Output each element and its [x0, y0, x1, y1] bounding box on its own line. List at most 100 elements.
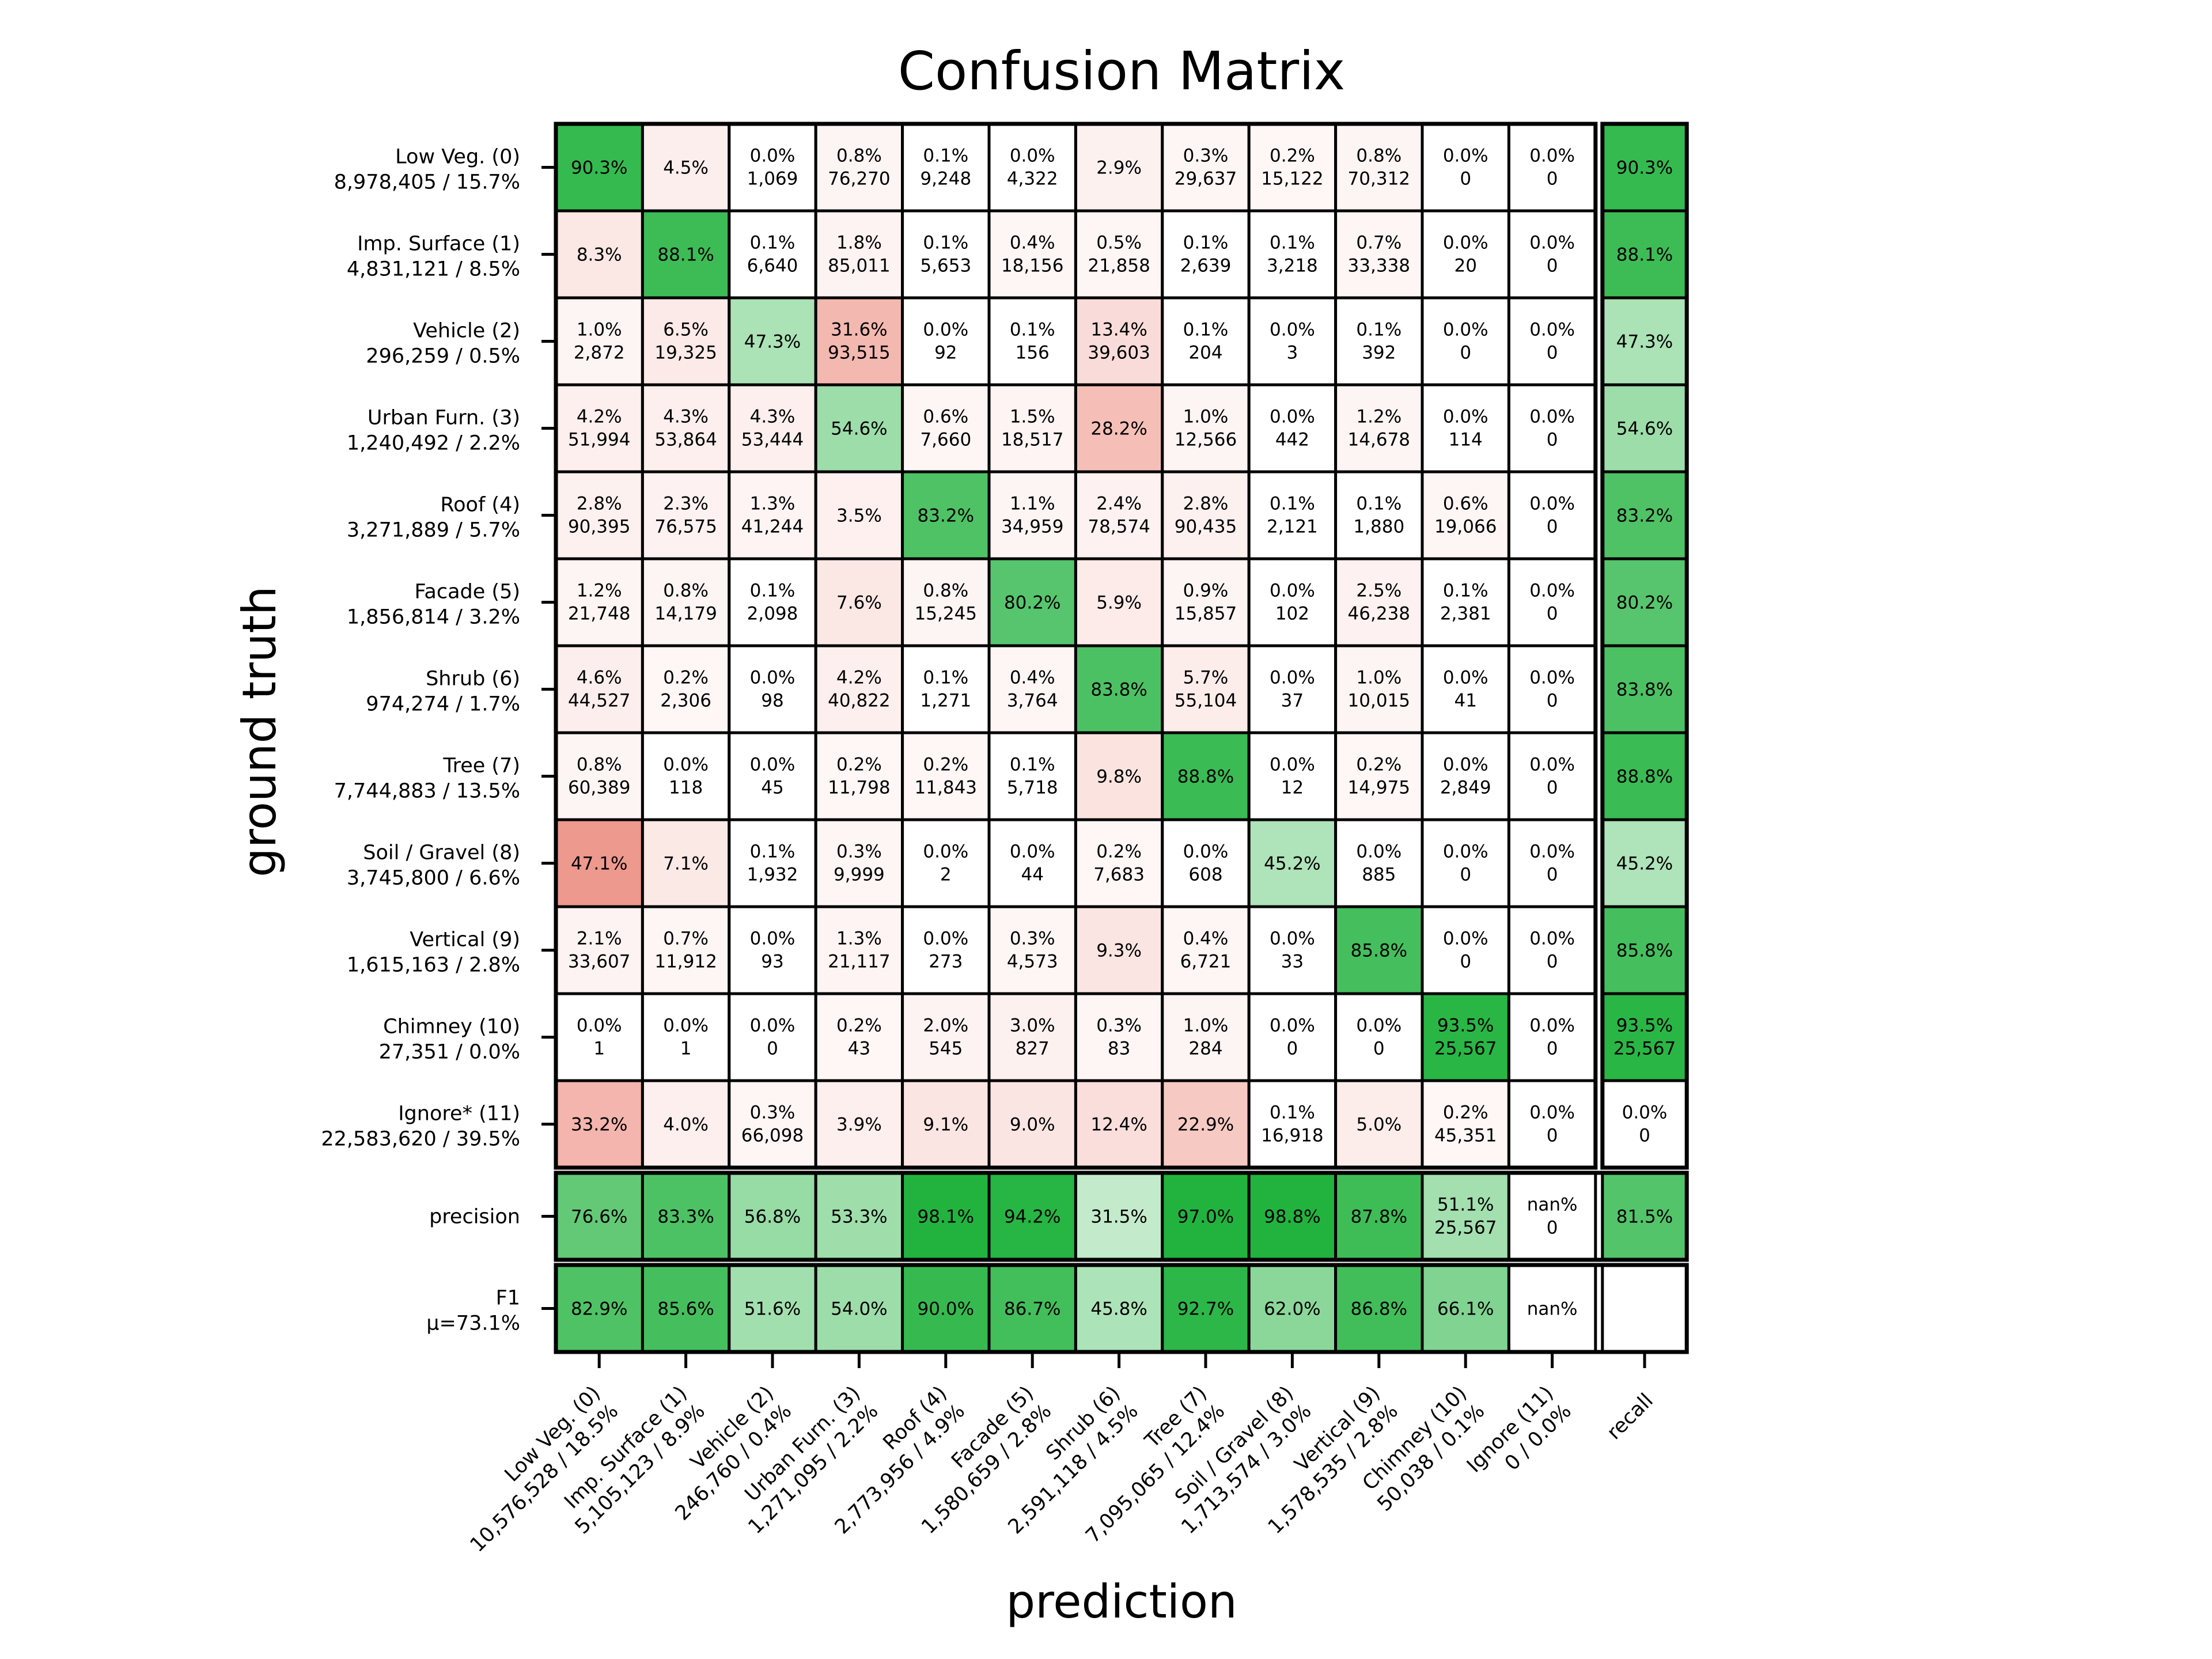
matrix-cell-percent: 1.1%: [1010, 494, 1055, 514]
row-label-stats: 4,831,121 / 8.5%: [347, 258, 520, 281]
matrix-cell-percent: 0.0%: [1356, 842, 1402, 862]
matrix-cell: 4.6% 44,527: [554, 644, 644, 734]
matrix-cell-count: 1: [593, 1039, 605, 1059]
matrix-cell-box: [901, 1079, 991, 1169]
matrix-cell-percent: 0.1%: [1270, 494, 1315, 514]
matrix-cell: 1.2% 14,678: [1334, 383, 1424, 474]
matrix-cell: 0.0% 0: [1507, 470, 1597, 560]
matrix-cell-box: [987, 122, 1077, 213]
matrix-cell-box: [1334, 557, 1424, 647]
matrix-cell-box: [1074, 557, 1164, 647]
matrix-cell: 0.1% 1,932: [728, 818, 817, 908]
matrix-cell-percent: 0.1%: [923, 233, 968, 253]
matrix-cell: 0.9% 15,857: [1161, 557, 1251, 647]
matrix-cell-box: [1507, 992, 1597, 1082]
precision-cell: 94.2%: [987, 1171, 1077, 1262]
matrix-cell-box: [814, 296, 904, 387]
matrix-cell-box: [901, 818, 991, 908]
matrix-cell-percent: 0.0%: [923, 842, 968, 862]
matrix-cell-percent: 0.4%: [1183, 929, 1229, 949]
matrix-cell-count: 6,640: [747, 256, 798, 276]
matrix-cell: 0.0% 3: [1247, 296, 1338, 387]
matrix-cell-percent: 0.5%: [1096, 233, 1142, 253]
matrix-cell-percent: 0.0%: [1270, 320, 1315, 340]
recall-cell-percent: 54.6%: [1616, 419, 1673, 440]
matrix-cell-count: 827: [1016, 1039, 1050, 1059]
matrix-cell-box: [1074, 818, 1164, 908]
matrix-cell-percent: 0.2%: [1096, 842, 1142, 862]
matrix-cell-count: 16,918: [1261, 1126, 1323, 1146]
matrix-cell-box: [1334, 992, 1424, 1082]
matrix-cell-percent: 47.1%: [571, 854, 627, 874]
recall-cell-percent: 93.5%: [1616, 1016, 1673, 1036]
f1-cell-percent: 92.7%: [1177, 1299, 1234, 1320]
matrix-cell-percent: 0.0%: [577, 1016, 622, 1036]
matrix-cell-box: [554, 296, 644, 387]
matrix-cell-box: [1247, 644, 1338, 734]
matrix-cell: 0.0% 0: [1421, 296, 1510, 387]
matrix-cell-box: [1421, 992, 1510, 1082]
matrix-cell-box: [814, 905, 904, 995]
row-label: precision: [429, 1206, 520, 1229]
matrix-cell-box: [1421, 731, 1510, 821]
matrix-cell-percent: 0.0%: [1529, 842, 1575, 862]
matrix-cell: 0.0% 273: [901, 905, 991, 995]
row-label: Vertical (9)1,615,163 / 2.8%: [347, 929, 520, 977]
matrix-cell-percent: 0.0%: [1529, 233, 1575, 253]
matrix-cell-count: 0: [1547, 256, 1558, 276]
matrix-cell: 0.0% 114: [1421, 383, 1510, 474]
matrix-cell: 0.1% 5,718: [987, 731, 1077, 821]
matrix-cell: 7.6%: [814, 557, 904, 647]
matrix-cell-count: 66,098: [741, 1126, 804, 1146]
row-label-name: Vehicle (2): [413, 320, 520, 343]
matrix-cell: 0.1% 5,653: [901, 209, 991, 300]
row-label-stats: 1,856,814 / 3.2%: [347, 606, 520, 629]
matrix-cell-percent: 0.8%: [1356, 146, 1402, 166]
matrix-cell-count: 0: [1547, 1039, 1558, 1059]
matrix-cell-box: [1334, 731, 1424, 821]
matrix-cell-count: 78,574: [1088, 517, 1150, 537]
matrix-cell-count: 43: [848, 1039, 870, 1059]
matrix-cell: 0.0% 0: [1421, 122, 1510, 213]
matrix-cell-count: 3,218: [1267, 256, 1318, 276]
matrix-cell-box: [728, 731, 817, 821]
matrix-cell: 0.6% 19,066: [1421, 470, 1510, 560]
matrix-cell-percent: 4.3%: [663, 407, 709, 427]
recall-cell-percent: 0.0%: [1622, 1103, 1668, 1123]
matrix-cell-box: [814, 818, 904, 908]
matrix-cell-percent: 4.0%: [663, 1115, 709, 1135]
matrix-cell: 0.0% 93: [728, 905, 817, 995]
precision-cell: nan% 0: [1507, 1171, 1597, 1262]
matrix-cell: 93.5% 25,567: [1421, 992, 1510, 1082]
matrix-cell-count: 85,011: [828, 256, 890, 276]
matrix-cell: 0.2% 45,351: [1421, 1079, 1510, 1169]
matrix-cell-percent: 0.0%: [750, 755, 796, 775]
matrix-cell: 0.0% 0: [1507, 644, 1597, 734]
matrix-cell: 1.2% 21,748: [554, 557, 644, 647]
matrix-cell-percent: 0.0%: [1270, 668, 1315, 688]
matrix-cell-box: [554, 470, 644, 560]
matrix-cell: 0.1% 6,640: [728, 209, 817, 300]
matrix-cell-percent: 3.9%: [836, 1115, 882, 1135]
matrix-cell-box: [554, 992, 644, 1082]
matrix-cell: 0.0% 92: [901, 296, 991, 387]
matrix-cell: 0.0% 0: [1507, 1079, 1597, 1169]
matrix-cell-count: 93,515: [828, 343, 890, 363]
row-label-stats: 27,351 / 0.0%: [379, 1041, 520, 1064]
matrix-cell: 1.0% 284: [1161, 992, 1251, 1082]
row-label-stats: 296,259 / 0.5%: [366, 345, 520, 368]
matrix-cell-box: [1247, 1079, 1338, 1169]
matrix-cell-count: 76,575: [654, 517, 717, 537]
matrix-cell: 12.4%: [1074, 1079, 1164, 1169]
matrix-cell-percent: 0.6%: [923, 407, 968, 427]
recall-cell: 80.2%: [1601, 557, 1688, 647]
matrix-cell-box: [1507, 383, 1597, 474]
matrix-cell-percent: 0.0%: [1443, 233, 1488, 253]
matrix-cell: 5.0%: [1334, 1079, 1424, 1169]
matrix-cell-percent: 9.3%: [1096, 941, 1142, 961]
matrix-cell-count: 0: [1460, 865, 1471, 885]
matrix-cell-percent: 0.4%: [1010, 233, 1055, 253]
matrix-cell-percent: 0.0%: [1529, 929, 1575, 949]
matrix-cell: 0.0% 0: [1507, 731, 1597, 821]
matrix-cell-percent: 9.1%: [923, 1115, 968, 1135]
